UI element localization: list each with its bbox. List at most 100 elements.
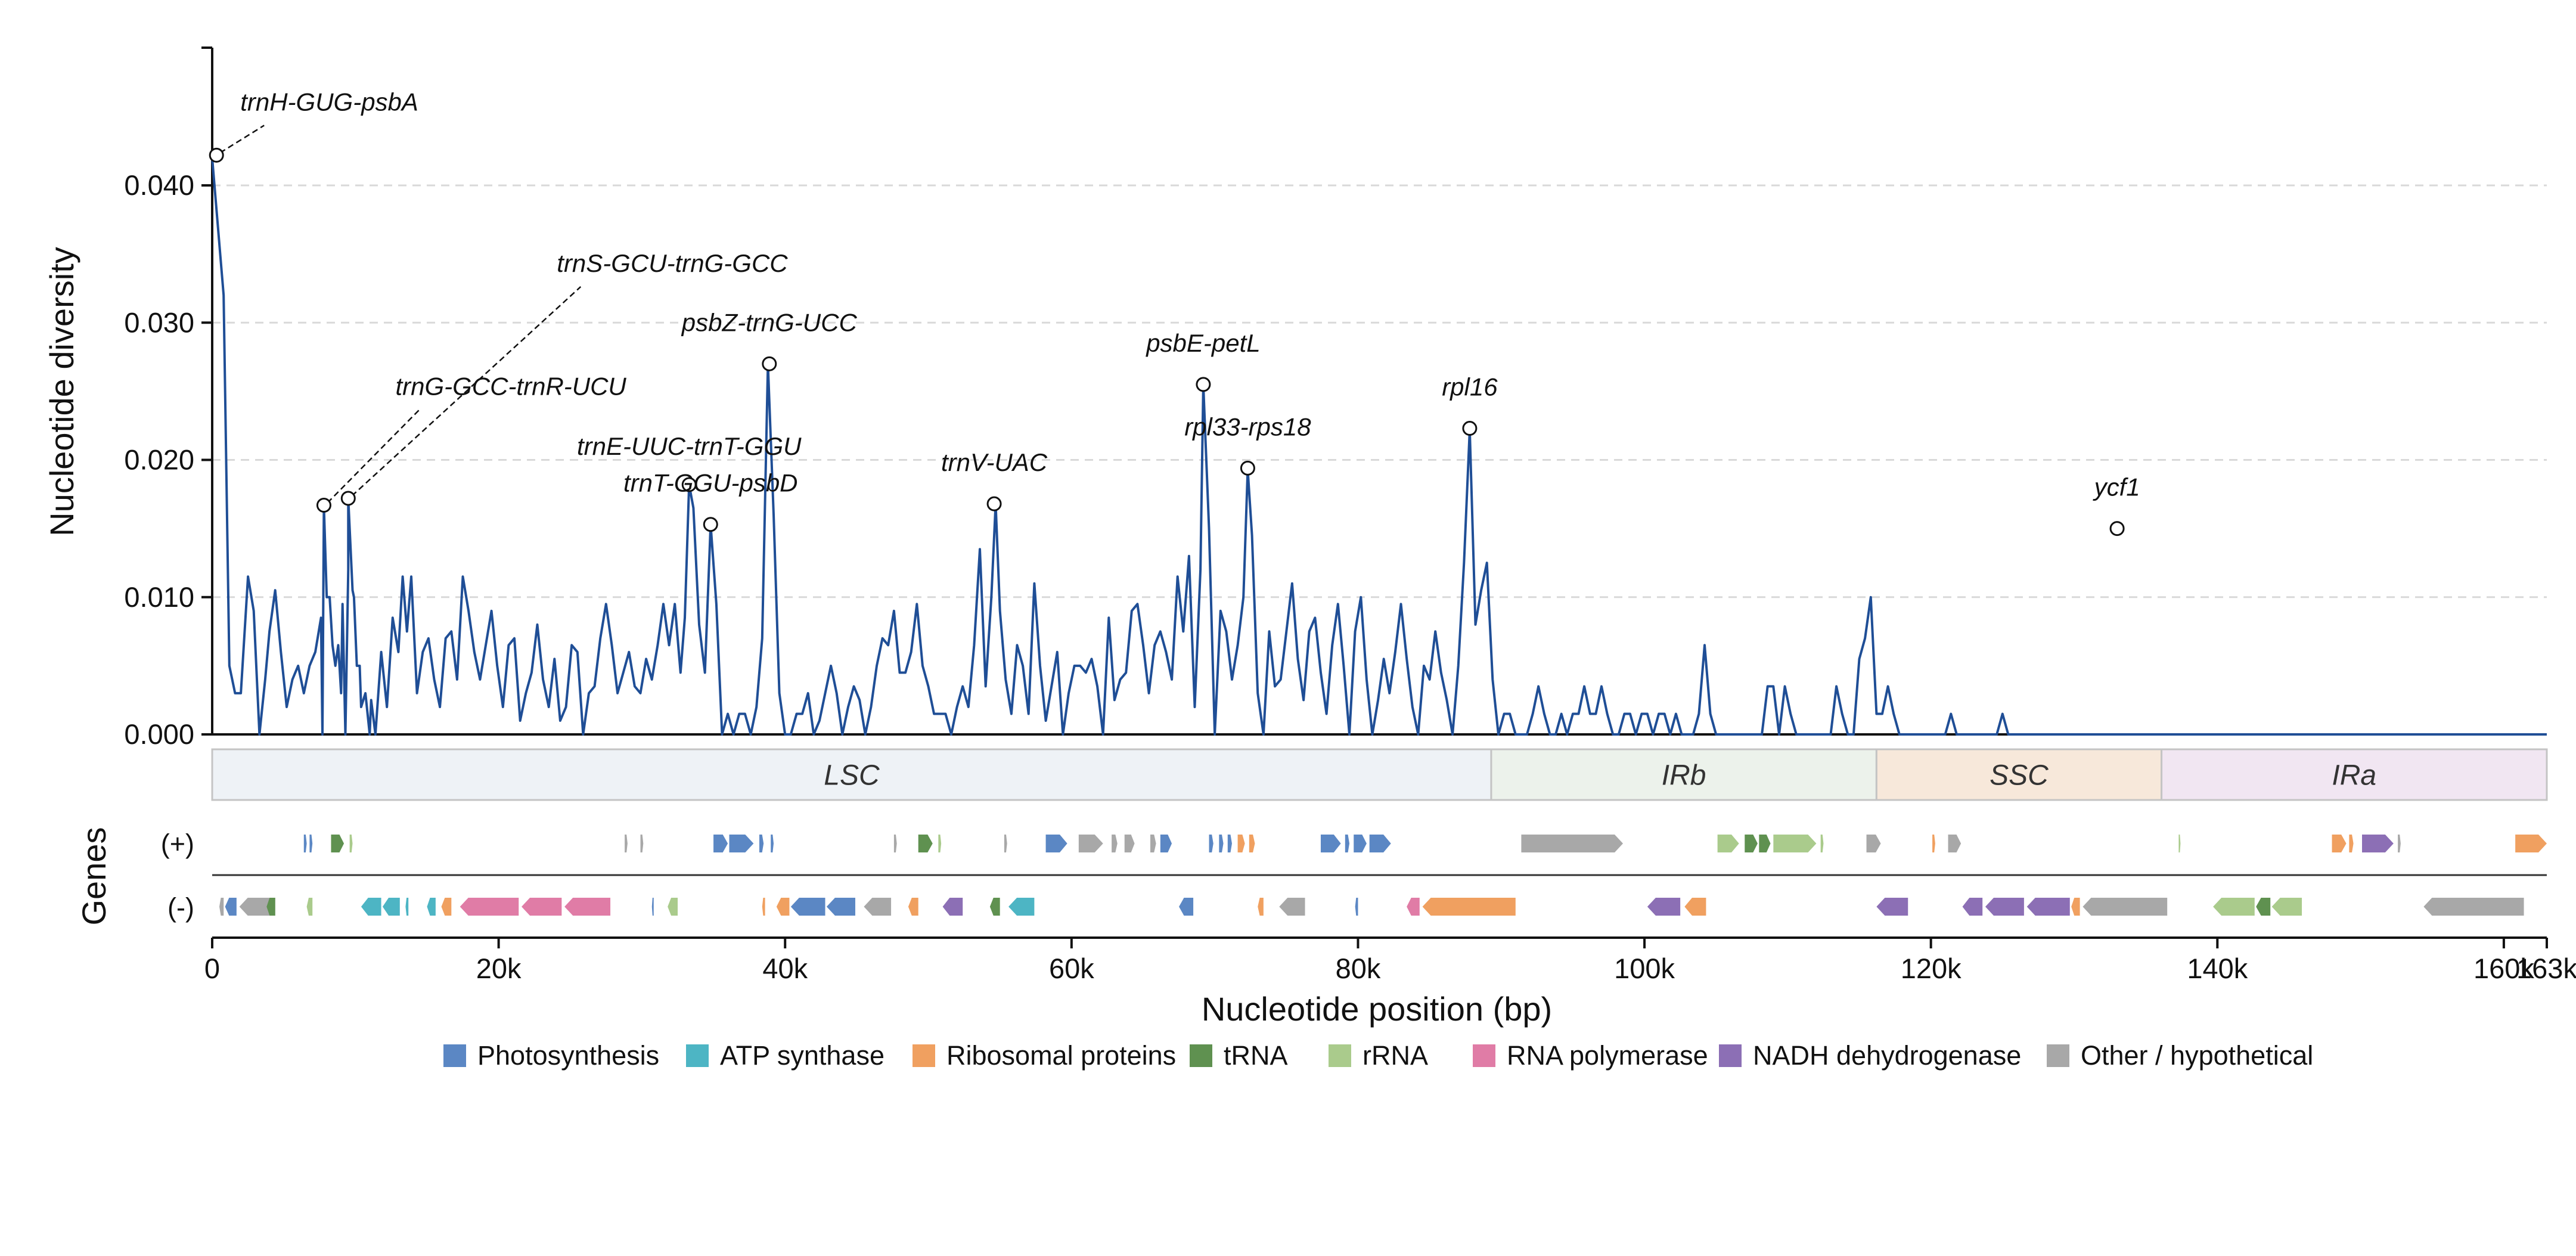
peak-marker <box>209 147 224 163</box>
gene-arrow <box>2256 898 2271 916</box>
gene-arrow <box>942 898 963 916</box>
legend-label: tRNA <box>1224 1040 1288 1071</box>
gene-arrow <box>759 835 764 852</box>
gene-arrow <box>309 835 313 852</box>
gene-arrow <box>668 898 678 916</box>
gene-arrow <box>239 898 275 916</box>
gene-arrow <box>2515 835 2547 852</box>
diversity-line <box>211 157 2547 736</box>
legend-swatch <box>1719 1044 1742 1067</box>
legend-label: Ribosomal proteins <box>946 1040 1176 1071</box>
peak-marker <box>316 497 331 513</box>
gene-arrow <box>713 835 728 852</box>
peak-marker <box>986 496 1002 511</box>
legend: Photosynthesis ATP synthase Ribosomal prot… <box>443 1040 2313 1071</box>
y-axis-title: Nucleotide diversity <box>43 247 80 536</box>
gene-arrow <box>1962 898 1983 916</box>
peak-label: trnV-UAC <box>941 448 1048 476</box>
gene-arrow <box>2349 835 2354 852</box>
gene-arrow <box>1004 835 1007 852</box>
x-tick-label: 140k <box>2187 953 2248 984</box>
gene-arrow <box>1179 898 1194 916</box>
gene-arrow <box>918 835 933 852</box>
region-band: LSC IRb SSC IRa <box>211 748 2548 801</box>
gene-arrow <box>266 898 275 916</box>
peak-label: trnH-GUG-psbA <box>240 88 418 116</box>
axes: 0.000 0.010 0.020 0.030 0.040 0 20k 40k 60k 80k 10… <box>124 46 2576 984</box>
gene-arrow <box>1237 835 1245 852</box>
peak-marker <box>703 517 718 532</box>
x-tick-label: 120k <box>1901 953 1962 984</box>
gene-arrow <box>826 898 855 916</box>
peak-label: trnG-GCC-trnR-UCU <box>395 372 626 400</box>
gene-arrow <box>1717 835 1739 852</box>
legend-swatch <box>913 1044 935 1067</box>
gene-arrow <box>2082 898 2168 916</box>
gene-arrow <box>1773 835 1817 852</box>
y-tick-label: 0.000 <box>124 718 194 750</box>
x-tick-label: 163k <box>2516 953 2576 984</box>
region-lsc <box>211 748 1492 801</box>
peak-label: trnE-UUC-trnT-GGU <box>577 432 802 460</box>
gene-arrow <box>776 898 790 916</box>
gene-arrow <box>1008 898 1035 916</box>
peak-marker <box>2109 521 2125 536</box>
gene-arrow <box>522 898 562 916</box>
x-tick-label: 0 <box>204 953 220 984</box>
peak-label: trnT-GGU-psbD <box>623 469 798 497</box>
legend-label: Other / hypothetical <box>2081 1040 2313 1071</box>
gene-arrow <box>2398 835 2401 852</box>
gene-arrow <box>1932 835 1935 852</box>
gene-arrow <box>306 898 313 916</box>
gene-arrow <box>2332 835 2347 852</box>
gene-arrow <box>1354 835 1367 852</box>
peak-marker <box>1240 460 1255 476</box>
x-tick-label: 20k <box>476 953 522 984</box>
gene-arrow <box>1160 835 1172 852</box>
gene-arrow <box>2423 898 2524 916</box>
peak-marker <box>681 477 697 492</box>
peak-leader-line <box>351 286 582 497</box>
gene-arrow <box>1227 835 1232 852</box>
gene-arrow <box>771 835 774 852</box>
gene-arrow <box>864 898 892 916</box>
gene-arrow <box>1521 835 1624 852</box>
legend-label: Photosynthesis <box>477 1040 659 1071</box>
gene-arrow <box>219 898 224 916</box>
gene-arrow <box>1112 835 1118 852</box>
gene-arrow <box>2178 835 2181 852</box>
legend-swatch <box>1473 1044 1495 1067</box>
x-tick-label: 160k <box>2473 953 2534 984</box>
region-ssc <box>1875 748 2163 801</box>
region-label: IRb <box>1662 760 1706 792</box>
y-tick-label: 0.020 <box>124 444 194 476</box>
gene-arrow <box>908 898 918 916</box>
gene-arrow <box>1745 835 1758 852</box>
gene-arrow <box>2362 835 2394 852</box>
gene-arrow <box>303 835 307 852</box>
legend-label: rRNA <box>1363 1040 1428 1071</box>
peak-label: trnS-GCU-trnG-GCC <box>557 249 788 277</box>
gene-arrow <box>349 835 353 852</box>
gene-arrow <box>1219 835 1224 852</box>
plus-strand-label: (+) <box>161 829 194 859</box>
x-tick-label: 80k <box>1336 953 1381 984</box>
gene-arrow <box>1355 898 1358 916</box>
gene-arrow <box>625 835 628 852</box>
gene-arrow <box>790 898 825 916</box>
gene-arrow <box>640 835 644 852</box>
peak-marker <box>340 491 356 506</box>
gene-arrow <box>331 835 344 852</box>
gene-arrow <box>1124 835 1135 852</box>
peak-label: psbZ-trnG-UCC <box>681 308 858 336</box>
peak-annotations: trnH-GUG-psbA trnG-GCC-trnR-UCU trnS-GCU-t… <box>209 88 2140 536</box>
legend-label: ATP synthase <box>720 1040 884 1071</box>
gene-arrow <box>1258 898 1264 916</box>
gene-arrow <box>1759 835 1771 852</box>
gene-arrow <box>1647 898 1681 916</box>
gene-arrow <box>225 898 237 916</box>
gene-arrow <box>651 898 654 916</box>
gene-arrow <box>405 898 409 916</box>
